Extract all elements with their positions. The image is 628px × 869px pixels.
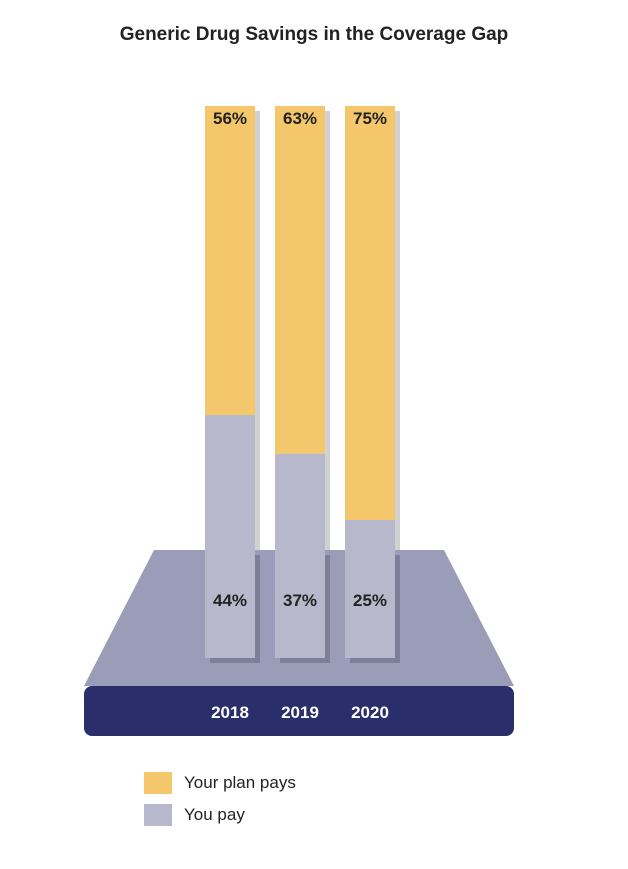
chart-stage: 56% 63% 75% 44% 37% 25% 2018 2019 2020 [84,100,514,760]
legend: Your plan pays You pay [144,772,296,836]
legend-label-plan: Your plan pays [184,773,296,793]
legend-label-you: You pay [184,805,245,825]
bar-value-plan-2020: 75% [353,109,387,128]
legend-item-plan: Your plan pays [144,772,296,794]
bar-value-you-2018: 44% [213,591,247,610]
year-label-2019: 2019 [281,703,319,722]
legend-swatch-you [144,804,172,826]
bar-value-you-2020: 25% [353,591,387,610]
bar-segment-plan-2018 [205,106,255,415]
bar-segment-plan-2019 [275,106,325,454]
bar-value-plan-2019: 63% [283,109,317,128]
legend-swatch-plan [144,772,172,794]
bar-segment-plan-2020 [345,106,395,520]
year-label-2018: 2018 [211,703,249,722]
chart-svg: 56% 63% 75% 44% 37% 25% 2018 2019 2020 [84,100,514,760]
bar-value-plan-2018: 56% [213,109,247,128]
year-label-2020: 2020 [351,703,389,722]
chart-title: Generic Drug Savings in the Coverage Gap [0,24,628,46]
legend-item-you: You pay [144,804,296,826]
bar-value-you-2019: 37% [283,591,317,610]
